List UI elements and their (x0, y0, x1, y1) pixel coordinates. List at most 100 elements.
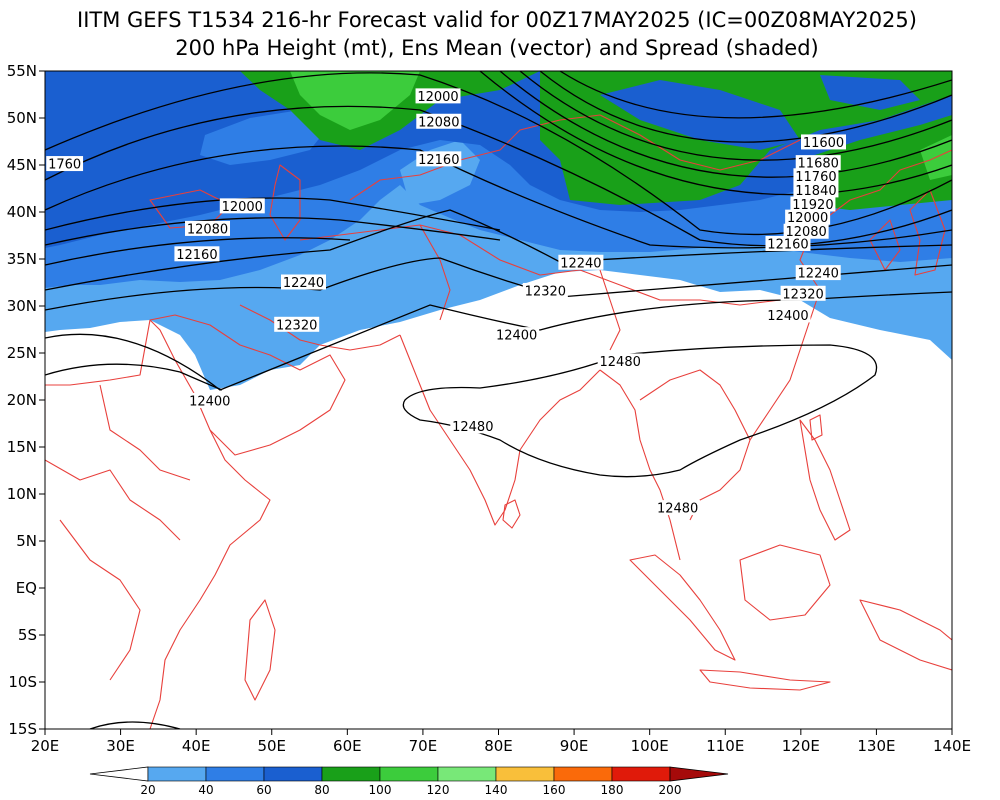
java (699, 669, 831, 691)
contour-label-bg (187, 392, 233, 408)
sri-lanka (502, 499, 521, 529)
contour-12080 (45, 105, 952, 247)
contour-label-bg (783, 223, 829, 239)
contour-11680 (539, 71, 952, 143)
colorbar-swatch (611, 766, 671, 782)
korea-japan (869, 189, 946, 276)
lon-tick-label: 70E (409, 737, 438, 755)
colorbar-swatch (379, 766, 439, 782)
contour-label-bg (494, 327, 540, 343)
lat-tick-label: EQ (16, 579, 37, 597)
contour-label: 12240 (560, 256, 601, 271)
contour-label-bg (185, 220, 231, 236)
figure-title-line1: IITM GEFS T1534 216-hr Forecast valid fo… (77, 8, 917, 32)
contour-label-bg (522, 282, 568, 298)
contour-label-bg (795, 155, 841, 171)
contour-label: 11920 (792, 198, 833, 213)
latitude-axis: 55N 50N 45N 40N 35N 30N 25N 20N 15N 10N 5N EQ 5S 10S 1… (7, 62, 45, 738)
contour-label: 12000 (787, 211, 828, 226)
lat-tick-label: 20N (7, 391, 37, 409)
lon-tick-label: 100E (631, 737, 669, 755)
lat-tick-label: 10N (7, 485, 37, 503)
contour-label: 12480 (600, 355, 641, 370)
contour-label-bg (780, 285, 826, 301)
coastlines (45, 114, 952, 729)
contour-label-bg (416, 113, 462, 129)
colorbar-level-label: 100 (369, 783, 392, 797)
india-coast (399, 334, 601, 526)
colorbar-level-label: 180 (601, 783, 624, 797)
contour-label-bg (655, 500, 701, 516)
map-panel: 12000 12080 12160 1760 12000 12080 12160 12240 1… (45, 71, 952, 729)
contour-label: 11840 (795, 184, 836, 199)
colorbar-swatch (553, 766, 613, 782)
red-sea-arabia (149, 314, 346, 456)
contour-label: 12240 (798, 267, 839, 282)
contour-label-bg (416, 151, 462, 167)
colorbar-swatch (147, 766, 207, 782)
contour-label: 12000 (222, 200, 263, 215)
lat-tick-label: 30N (7, 297, 37, 315)
colorbar-high-arrow (669, 766, 729, 782)
contour-label: 11760 (795, 170, 836, 185)
lon-tick-label: 50E (257, 737, 286, 755)
colorbar-low-arrow (89, 766, 149, 782)
longitude-axis: 20E 30E 40E 50E 60E 70E 80E 90E 100E 110E 120E 130E… (31, 729, 971, 755)
africa-interior-borders (45, 384, 191, 681)
contour-label-bg (415, 88, 461, 104)
lon-tick-label: 60E (333, 737, 362, 755)
contour-11600 (559, 71, 952, 119)
contour-label-bg (793, 168, 839, 184)
contour-label-bg (765, 307, 811, 323)
contour-label-bg (274, 316, 320, 332)
colorbar-swatch (321, 766, 381, 782)
colorbar-level-label: 200 (659, 783, 682, 797)
lat-tick-label: 45N (7, 156, 37, 174)
lat-tick-label: 5S (18, 626, 37, 644)
spread-band-80-100 (240, 71, 952, 205)
colorbar-swatch (263, 766, 323, 782)
lat-tick-label: 50N (7, 109, 37, 127)
lat-tick-label: 15S (8, 720, 37, 738)
contour-label-bg (597, 353, 643, 369)
contour-12000-w (45, 197, 501, 231)
contour-label: 12320 (525, 284, 566, 299)
contour-label-bg (765, 235, 811, 251)
colorbar-level-label: 80 (314, 783, 329, 797)
contour-label-bg (219, 198, 265, 214)
contour-label-bg (174, 246, 220, 262)
contour-label: 12000 (417, 90, 458, 105)
philippines (799, 419, 851, 541)
lon-tick-label: 120E (782, 737, 820, 755)
colorbar-level-label: 20 (140, 783, 155, 797)
colorbar-swatch (205, 766, 265, 782)
contour-label: 12320 (276, 318, 317, 333)
lat-tick-label: 5N (16, 532, 37, 550)
contour-12160-w (45, 237, 351, 266)
contour-label-bg (785, 209, 831, 225)
colorbar-level-label: 160 (543, 783, 566, 797)
spread-band-60-80-ne2 (820, 75, 920, 110)
lat-tick-label: 10S (8, 673, 37, 691)
spread-band-100-120 (290, 71, 420, 130)
contour-label-bg (280, 274, 326, 290)
madagascar (244, 599, 276, 701)
lon-tick-label: 80E (484, 737, 513, 755)
spread-band-60-80-ne (600, 80, 800, 150)
contour-12320 (45, 257, 952, 311)
lon-tick-label: 130E (857, 737, 895, 755)
contour-labels: 12000 12080 12160 1760 12000 12080 12160 12240 1… (46, 88, 847, 517)
spread-colorbar: 20 40 60 80 100 120 140 160 180 200 (89, 766, 729, 797)
contour-label: 11600 (803, 136, 844, 151)
lon-tick-label: 110E (706, 737, 744, 755)
lon-tick-label: 20E (31, 737, 60, 755)
contour-12240 (45, 209, 952, 291)
sumatra (629, 554, 736, 661)
taiwan (809, 414, 823, 441)
lat-tick-label: 15N (7, 438, 37, 456)
lon-tick-label: 140E (933, 737, 971, 755)
contour-label-bg (46, 156, 84, 172)
lon-tick-label: 40E (182, 737, 211, 755)
contour-label: 12480 (657, 502, 698, 517)
